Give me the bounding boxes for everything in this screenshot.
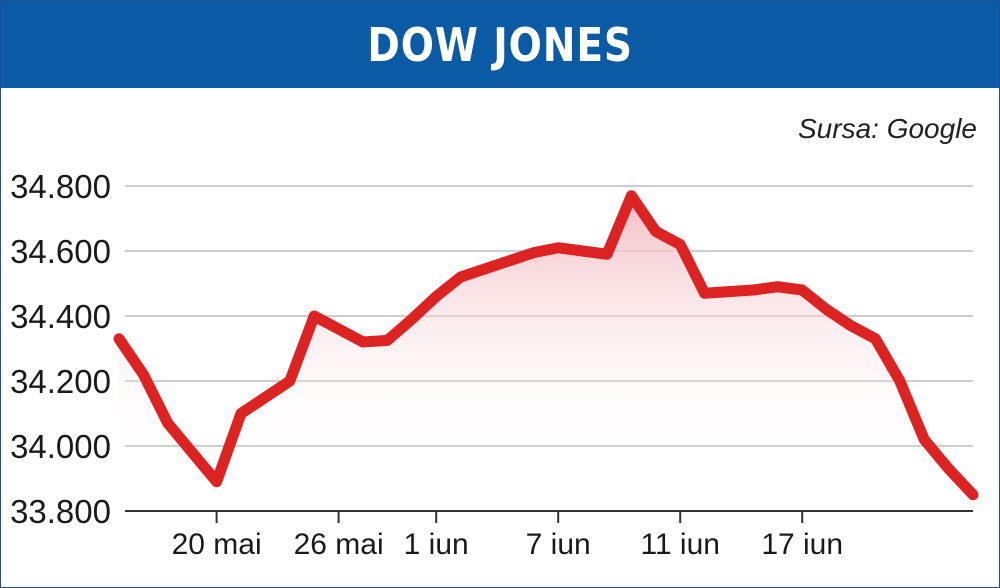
data-point bbox=[679, 244, 681, 246]
y-tick-label: 34.200 bbox=[10, 363, 111, 400]
x-tick-label: 1 iun bbox=[404, 528, 469, 561]
data-point bbox=[655, 231, 657, 233]
x-tick-label: 17 iun bbox=[761, 528, 843, 561]
data-point bbox=[313, 315, 315, 317]
data-point bbox=[386, 339, 388, 341]
data-point bbox=[801, 289, 803, 291]
data-point bbox=[606, 253, 608, 255]
data-point bbox=[460, 276, 462, 278]
data-point bbox=[874, 338, 876, 340]
data-point bbox=[240, 413, 242, 415]
chart-title: DOW JONES bbox=[367, 17, 633, 72]
series-line bbox=[113, 190, 979, 501]
data-point bbox=[752, 289, 754, 291]
data-point bbox=[338, 328, 340, 330]
data-point bbox=[167, 422, 169, 424]
data-point bbox=[923, 439, 925, 441]
source-label: Sursa: Google bbox=[798, 113, 977, 144]
data-point bbox=[777, 286, 779, 288]
data-point bbox=[972, 494, 974, 496]
y-tick-label: 34.800 bbox=[10, 168, 111, 205]
x-tick-label: 20 mai bbox=[172, 528, 262, 561]
series-area bbox=[119, 195, 973, 511]
data-point bbox=[850, 325, 852, 327]
data-point bbox=[142, 374, 144, 376]
data-point bbox=[899, 380, 901, 382]
data-point bbox=[435, 296, 437, 298]
data-point bbox=[582, 250, 584, 252]
x-tick-label: 7 iun bbox=[526, 528, 591, 561]
data-point bbox=[264, 396, 266, 398]
x-tick-label: 26 mai bbox=[294, 528, 384, 561]
data-point bbox=[630, 195, 632, 197]
data-point bbox=[557, 247, 559, 249]
data-point bbox=[118, 338, 120, 340]
y-tick-label: 33.800 bbox=[10, 493, 111, 530]
data-point bbox=[411, 318, 413, 320]
data-point bbox=[728, 291, 730, 293]
data-point bbox=[948, 468, 950, 470]
data-point bbox=[826, 309, 828, 311]
data-point bbox=[704, 292, 706, 294]
data-point bbox=[362, 341, 364, 343]
data-point bbox=[289, 380, 291, 382]
data-point bbox=[216, 481, 218, 483]
data-point bbox=[533, 252, 535, 254]
y-tick-label: 34.400 bbox=[10, 298, 111, 335]
data-point bbox=[508, 260, 510, 262]
x-tick-label: 11 iun bbox=[640, 528, 720, 561]
data-point bbox=[191, 452, 193, 454]
y-tick-label: 34.000 bbox=[10, 428, 111, 465]
data-point bbox=[484, 268, 486, 270]
title-bar: DOW JONES bbox=[1, 1, 999, 88]
y-tick-label: 34.600 bbox=[10, 233, 111, 270]
